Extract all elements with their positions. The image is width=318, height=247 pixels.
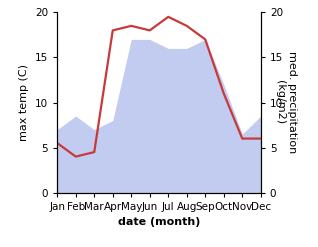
Y-axis label: med. precipitation
(kg/m2): med. precipitation (kg/m2) bbox=[275, 51, 297, 154]
Y-axis label: max temp (C): max temp (C) bbox=[19, 64, 29, 141]
X-axis label: date (month): date (month) bbox=[118, 217, 200, 227]
